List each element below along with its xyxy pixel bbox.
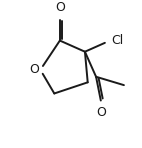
Text: Cl: Cl bbox=[111, 34, 124, 47]
Text: O: O bbox=[97, 106, 106, 119]
Text: O: O bbox=[55, 1, 65, 14]
Text: O: O bbox=[29, 63, 39, 76]
